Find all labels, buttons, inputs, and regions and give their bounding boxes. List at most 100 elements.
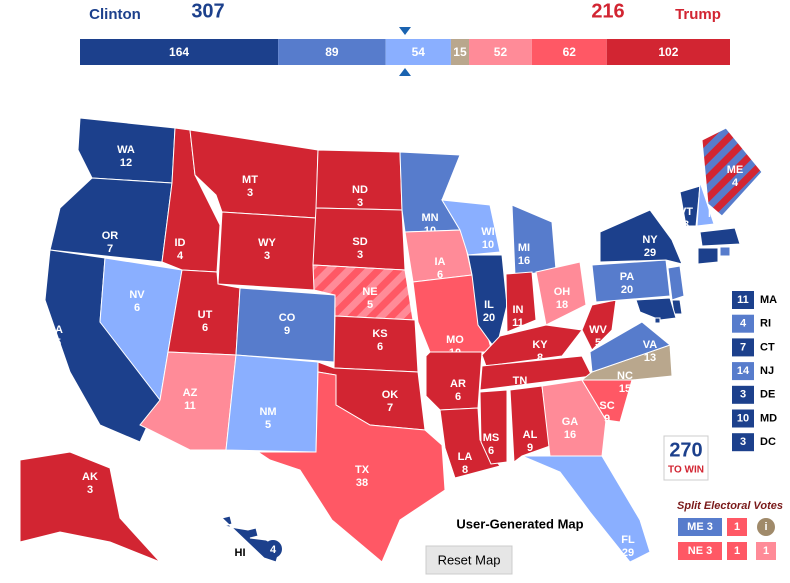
state-votes: 20 bbox=[483, 312, 495, 324]
state-votes: 6 bbox=[134, 302, 140, 314]
state-votes: 18 bbox=[556, 299, 568, 311]
small-state-box[interactable] bbox=[732, 385, 754, 404]
state[interactable] bbox=[439, 407, 501, 479]
state[interactable] bbox=[541, 379, 607, 457]
small-state-box[interactable] bbox=[732, 314, 754, 333]
state-votes: 13 bbox=[644, 352, 656, 364]
state[interactable] bbox=[667, 265, 685, 301]
state[interactable] bbox=[256, 371, 446, 563]
state-label: WA bbox=[117, 144, 135, 156]
small-state-label: RI bbox=[760, 318, 771, 330]
button-bg[interactable] bbox=[425, 545, 513, 575]
midpoint-arrow bbox=[399, 68, 411, 76]
state[interactable] bbox=[679, 185, 701, 227]
button-label[interactable]: Reset Map bbox=[438, 552, 501, 567]
state-label: NV bbox=[129, 289, 145, 301]
state-label: MT bbox=[242, 174, 258, 186]
state[interactable] bbox=[697, 247, 719, 265]
logo-top[interactable]: 270 bbox=[669, 439, 702, 461]
state-label: ID bbox=[175, 237, 186, 249]
midpoint-arrow bbox=[399, 27, 411, 35]
logo[interactable]: 270 TO WIN bbox=[663, 435, 709, 481]
split-cell-text: 1 bbox=[763, 545, 769, 557]
state-votes: 55 bbox=[49, 337, 61, 349]
state-label: KY bbox=[532, 339, 548, 351]
bar-label: 102 bbox=[658, 45, 678, 59]
state-votes: 4 bbox=[270, 544, 277, 556]
reset-button[interactable]: Reset Map bbox=[425, 545, 513, 575]
split-label: NE 3 bbox=[688, 545, 712, 557]
state-label: MS bbox=[483, 432, 500, 444]
state[interactable] bbox=[719, 246, 731, 257]
left-name: Clinton bbox=[89, 6, 141, 23]
bar-segment bbox=[531, 39, 607, 65]
state[interactable] bbox=[696, 181, 715, 227]
state-label: WV bbox=[589, 324, 607, 336]
state[interactable] bbox=[599, 209, 683, 265]
state-votes: 3 bbox=[357, 249, 363, 261]
split-cell[interactable] bbox=[727, 518, 747, 536]
small-state-label: DC bbox=[760, 436, 776, 448]
split-cell[interactable] bbox=[727, 542, 747, 560]
bar-label: 52 bbox=[494, 45, 508, 59]
state-label: VT bbox=[679, 206, 693, 218]
small-state-box[interactable] bbox=[732, 338, 754, 357]
right-total: 216 bbox=[591, 0, 624, 22]
state[interactable] bbox=[479, 389, 508, 465]
info-icon[interactable] bbox=[757, 518, 775, 536]
state-label: HI bbox=[235, 547, 246, 559]
state-label: IA bbox=[435, 256, 446, 268]
state-votes: 16 bbox=[564, 429, 576, 441]
state-votes: 20 bbox=[621, 284, 633, 296]
state[interactable] bbox=[225, 354, 319, 453]
state[interactable] bbox=[19, 451, 161, 563]
split-cell[interactable] bbox=[756, 542, 776, 560]
state[interactable] bbox=[581, 299, 617, 351]
state[interactable] bbox=[701, 127, 763, 217]
state-label: PA bbox=[620, 271, 635, 283]
state-label: IL bbox=[484, 299, 494, 311]
state[interactable] bbox=[441, 199, 501, 256]
small-state-votes: 11 bbox=[737, 294, 749, 306]
state-votes: 38 bbox=[356, 477, 368, 489]
right-name: Trump bbox=[675, 6, 721, 23]
state-votes: 3 bbox=[357, 197, 363, 209]
state-votes: 8 bbox=[537, 352, 543, 364]
state[interactable] bbox=[654, 317, 661, 324]
split-cell-text: i bbox=[764, 521, 767, 533]
small-state-votes: 14 bbox=[737, 365, 750, 377]
state[interactable] bbox=[509, 385, 551, 463]
state-votes: 6 bbox=[437, 269, 443, 281]
small-state-box[interactable] bbox=[732, 362, 754, 381]
logo-box[interactable] bbox=[663, 435, 709, 481]
state-label: AK bbox=[82, 471, 98, 483]
state[interactable] bbox=[589, 321, 672, 373]
state[interactable] bbox=[699, 227, 741, 247]
bar-segment bbox=[278, 39, 386, 65]
bar-label: 15 bbox=[453, 45, 467, 59]
state-votes: 5 bbox=[595, 337, 601, 349]
state-votes: 9 bbox=[284, 325, 290, 337]
state-label: AL bbox=[523, 429, 538, 441]
state[interactable] bbox=[49, 177, 173, 263]
state-votes: 7 bbox=[387, 402, 393, 414]
small-state-box[interactable] bbox=[732, 409, 754, 428]
small-state-box[interactable] bbox=[732, 433, 754, 452]
small-state-label: MA bbox=[760, 294, 777, 306]
state[interactable] bbox=[591, 259, 671, 303]
bar-label: 62 bbox=[563, 45, 577, 59]
small-state-box[interactable] bbox=[732, 291, 754, 309]
bar-segment bbox=[385, 39, 451, 65]
state[interactable] bbox=[505, 271, 537, 333]
state-votes: 6 bbox=[377, 341, 383, 353]
state[interactable] bbox=[535, 261, 587, 326]
state[interactable] bbox=[635, 297, 677, 321]
split-label-box bbox=[678, 518, 722, 536]
small-state-votes: 3 bbox=[740, 389, 746, 401]
state-votes: 29 bbox=[622, 547, 634, 559]
state[interactable] bbox=[521, 455, 651, 563]
state-label: UT bbox=[198, 309, 213, 321]
state-label: AR bbox=[450, 378, 466, 390]
logo-bottom[interactable]: TO WIN bbox=[668, 465, 704, 476]
state-votes: 3 bbox=[264, 250, 270, 262]
